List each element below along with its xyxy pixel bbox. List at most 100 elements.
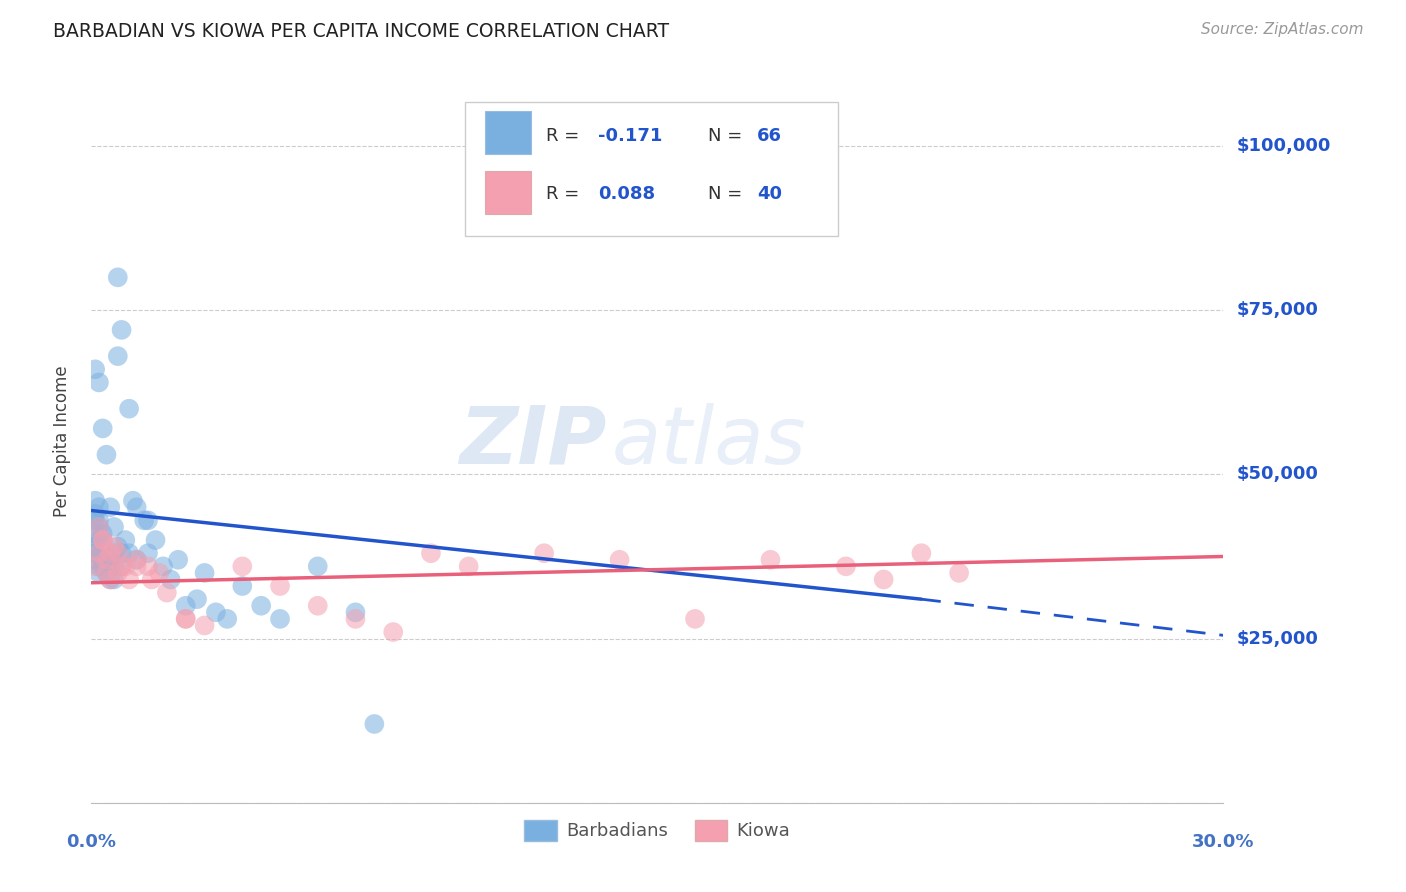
Text: $50,000: $50,000	[1237, 466, 1319, 483]
Point	[307, 599, 329, 613]
Point	[174, 612, 197, 626]
Point	[96, 448, 118, 462]
Text: R =: R =	[547, 185, 585, 202]
Text: $75,000: $75,000	[1237, 301, 1319, 319]
Point	[103, 573, 125, 587]
FancyBboxPatch shape	[485, 170, 530, 214]
Legend: Barbadians, Kiowa: Barbadians, Kiowa	[517, 813, 797, 848]
Point	[533, 546, 555, 560]
Point	[91, 533, 114, 547]
Point	[84, 513, 107, 527]
Point	[98, 559, 121, 574]
Point	[87, 376, 110, 390]
Point	[872, 573, 894, 587]
Point	[948, 566, 970, 580]
Point	[84, 546, 107, 560]
Text: Source: ZipAtlas.com: Source: ZipAtlas.com	[1201, 22, 1364, 37]
Point	[87, 546, 110, 560]
Point	[307, 559, 329, 574]
Point	[87, 513, 110, 527]
Text: ZIP: ZIP	[458, 402, 606, 481]
Point	[98, 500, 121, 515]
Text: 0.088: 0.088	[599, 185, 655, 202]
Point	[98, 573, 121, 587]
Text: 66: 66	[756, 127, 782, 145]
Point	[269, 579, 291, 593]
Point	[114, 559, 136, 574]
Point	[96, 566, 118, 580]
Point	[84, 526, 107, 541]
Point	[118, 401, 141, 416]
Point	[87, 520, 110, 534]
Point	[382, 625, 405, 640]
Point	[136, 559, 159, 574]
Point	[98, 573, 121, 587]
Point	[107, 566, 129, 580]
Point	[269, 612, 291, 626]
FancyBboxPatch shape	[465, 102, 838, 235]
Point	[125, 553, 148, 567]
Point	[344, 612, 367, 626]
Point	[91, 526, 114, 541]
Text: 0.0%: 0.0%	[66, 833, 117, 851]
Point	[136, 546, 159, 560]
Point	[344, 605, 367, 619]
Point	[84, 540, 107, 554]
Point	[159, 573, 181, 587]
Point	[231, 579, 253, 593]
Text: N =: N =	[709, 185, 748, 202]
Point	[91, 421, 114, 435]
Text: R =: R =	[547, 127, 585, 145]
Point	[910, 546, 932, 560]
Point	[125, 553, 148, 567]
Point	[118, 546, 141, 560]
Point	[84, 553, 107, 567]
Point	[125, 559, 148, 574]
Point	[152, 559, 174, 574]
Text: $25,000: $25,000	[1237, 630, 1319, 648]
Point	[250, 599, 273, 613]
Point	[107, 270, 129, 285]
Point	[835, 559, 858, 574]
Point	[136, 513, 159, 527]
Point	[107, 540, 129, 554]
Point	[186, 592, 208, 607]
Point	[87, 520, 110, 534]
Point	[609, 553, 631, 567]
Point	[193, 566, 217, 580]
Point	[231, 559, 253, 574]
Point	[141, 573, 163, 587]
Point	[87, 559, 110, 574]
Point	[134, 513, 156, 527]
Point	[87, 500, 110, 515]
Point	[193, 618, 217, 632]
Point	[87, 533, 110, 547]
Point	[91, 559, 114, 574]
Point	[110, 323, 132, 337]
Point	[87, 566, 110, 580]
Point	[103, 559, 125, 574]
Point	[114, 533, 136, 547]
Point	[98, 553, 121, 567]
Point	[110, 559, 132, 574]
Point	[103, 520, 125, 534]
Point	[167, 553, 190, 567]
Point	[419, 546, 441, 560]
Point	[156, 585, 179, 599]
Y-axis label: Per Capita Income: Per Capita Income	[52, 366, 70, 517]
Point	[174, 612, 197, 626]
Point	[91, 533, 114, 547]
Point	[107, 349, 129, 363]
Point	[145, 533, 167, 547]
Point	[148, 566, 170, 580]
Point	[110, 559, 132, 574]
Point	[122, 493, 145, 508]
Text: 30.0%: 30.0%	[1192, 833, 1254, 851]
Point	[363, 717, 385, 731]
Point	[125, 500, 148, 515]
Text: N =: N =	[709, 127, 748, 145]
Text: -0.171: -0.171	[599, 127, 662, 145]
Point	[96, 559, 118, 574]
Point	[96, 566, 118, 580]
Point	[96, 553, 118, 567]
